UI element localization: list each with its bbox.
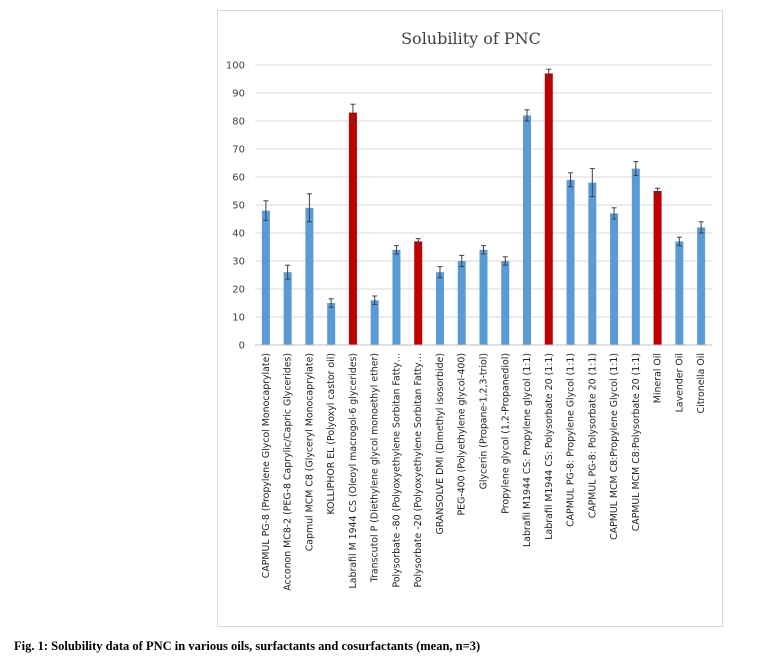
x-tick-label: Labrafil M 1944 CS (Oleoyl macrogol-6 gl… xyxy=(348,353,359,588)
bars xyxy=(261,73,706,346)
x-tick-label: CAPMUL MCM C8:Propylene Glycol (1:1) xyxy=(609,353,620,540)
y-tick-label: 70 xyxy=(232,145,245,156)
bar xyxy=(392,249,401,345)
x-tick-label: Mineral Oil xyxy=(653,353,664,403)
y-tick-label: 10 xyxy=(232,313,245,324)
chart-frame: Solubility of PNC 0 10 20 30 40 50 60 70 80 90 100… xyxy=(217,10,723,627)
x-tick-label: CAPMUL PG-8: Propylene Glycol (1:1) xyxy=(566,353,577,527)
x-tick-label: CAPMUL PG-8: Polysorbate 20 (1:1) xyxy=(587,353,598,518)
gridlines xyxy=(255,64,712,318)
x-tick-label: KOLLIPHOR EL (Polyoxyl castor oil) xyxy=(326,353,337,515)
y-tick-label: 40 xyxy=(232,229,245,240)
x-tick-label: CAPMUL PG-8 (Propylene Glycol Monocapryl… xyxy=(261,353,272,578)
error-bars xyxy=(263,68,704,308)
bar xyxy=(523,115,532,346)
bar xyxy=(501,261,510,345)
x-axis-ticks: CAPMUL PG-8 (Propylene Glycol Monocapryl… xyxy=(261,353,707,591)
bar xyxy=(414,241,423,345)
bar xyxy=(305,207,314,345)
y-tick-label: 0 xyxy=(239,341,245,352)
y-tick-label: 80 xyxy=(232,117,245,128)
x-tick-label: GRANSOLVE DMI (Dimethyl isosorbide) xyxy=(435,353,446,534)
bar xyxy=(370,300,379,345)
x-tick-label: PEG-400 (Polyethylene glycol-400) xyxy=(457,353,468,516)
bar xyxy=(457,261,466,345)
bar xyxy=(610,213,619,345)
x-tick-label: Capmul MCM C8 (Glyceryl Monocaprylate) xyxy=(304,353,315,551)
x-tick-label: Polysorbate -80 (Polyoxyethylene Sorbita… xyxy=(391,353,402,588)
x-tick-label: Labrafil M1944 CS: Polysorbate 20 (1:1) xyxy=(544,353,555,540)
x-tick-label: Labrafil M1944 CS: Propylene glycol (1:1… xyxy=(522,353,533,547)
bar xyxy=(566,179,575,345)
bar xyxy=(479,249,488,345)
y-tick-label: 100 xyxy=(226,61,245,72)
x-tick-label: Transcutol P (Diethylene glycol monoethy… xyxy=(370,353,381,583)
x-tick-label: Propylene glycol (1,2-Propanediol) xyxy=(500,353,511,514)
bar xyxy=(697,227,706,345)
y-tick-label: 20 xyxy=(232,285,245,296)
figure-caption: Fig. 1: Solubility data of PNC in variou… xyxy=(14,639,481,653)
y-axis-ticks: 0 10 20 30 40 50 60 70 80 90 100 xyxy=(226,61,245,352)
x-tick-label: Glycerin (Propane-1,2,3-triol) xyxy=(479,353,490,489)
bar xyxy=(653,191,662,345)
bar xyxy=(675,241,684,345)
bar xyxy=(544,73,553,346)
x-tick-label: Acconon MC8-2 (PEG-8 Caprylic/Capric Gly… xyxy=(283,353,294,591)
y-tick-label: 50 xyxy=(232,201,245,212)
y-tick-label: 90 xyxy=(232,89,245,100)
bar xyxy=(435,272,444,345)
bar xyxy=(631,168,640,345)
bar xyxy=(327,303,336,345)
bar xyxy=(261,210,270,345)
bar xyxy=(588,182,597,345)
x-tick-label: CAPMUL MCM C8:Polysorbate 20 (1:1) xyxy=(631,353,642,531)
bar xyxy=(283,272,292,345)
x-tick-label: Citronella Oil xyxy=(696,353,707,413)
y-tick-label: 60 xyxy=(232,173,245,184)
y-tick-label: 30 xyxy=(232,257,245,268)
solubility-bar-chart: Solubility of PNC 0 10 20 30 40 50 60 70 80 90 100… xyxy=(226,29,712,591)
x-tick-label: Polysorbate -20 (Polyoxyethylene Sorbita… xyxy=(413,353,424,588)
chart-title: Solubility of PNC xyxy=(401,29,541,48)
bar xyxy=(348,112,357,345)
x-tick-label: Lavender Oil xyxy=(674,353,685,412)
